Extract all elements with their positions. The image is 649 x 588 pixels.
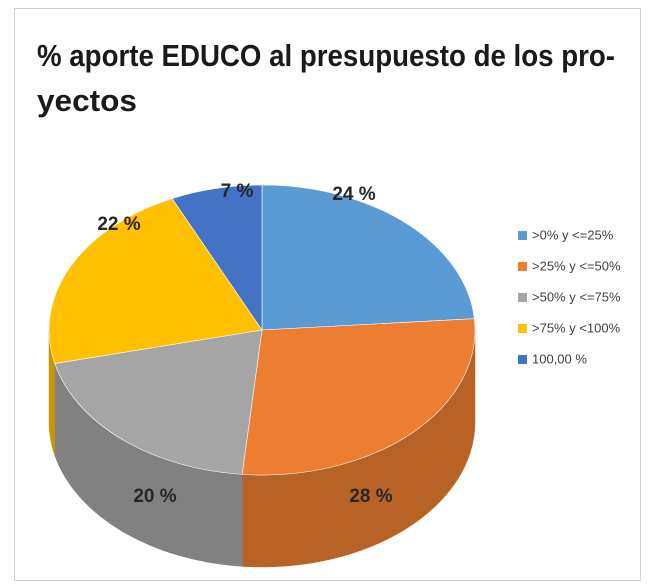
data-label: 20 % (133, 486, 176, 507)
legend-label: >25% y <=50% (532, 258, 621, 273)
legend-swatch (518, 293, 527, 302)
data-label: 22 % (97, 214, 140, 235)
chart-title: yectos (37, 83, 137, 118)
slice (171, 184, 263, 331)
legend-label: >0% y <=25% (532, 227, 614, 242)
legend-label: >75% y <100% (532, 320, 621, 335)
data-label: 28 % (349, 486, 392, 507)
slice (54, 329, 263, 475)
slice (261, 184, 475, 331)
legend-label: 100,00 % (532, 351, 587, 366)
pie (48, 184, 476, 568)
legend-swatch (518, 355, 527, 364)
slice (48, 198, 263, 364)
legend-swatch (518, 262, 527, 271)
labels: 24 % 28 % 20 % 22 % 7 % (97, 181, 392, 507)
data-label: 7 % (221, 181, 254, 202)
data-label: 24 % (332, 184, 375, 205)
legend-swatch (518, 231, 527, 240)
legend-label: >50% y <=75% (532, 289, 621, 304)
slice (241, 318, 476, 476)
chart-title: % aporte EDUCO al presupuesto de los pro… (37, 38, 615, 73)
legend-swatch (518, 324, 527, 333)
legend: >0% y <=25% >25% y <=50% >50% y <=75% >75% … (518, 227, 621, 366)
